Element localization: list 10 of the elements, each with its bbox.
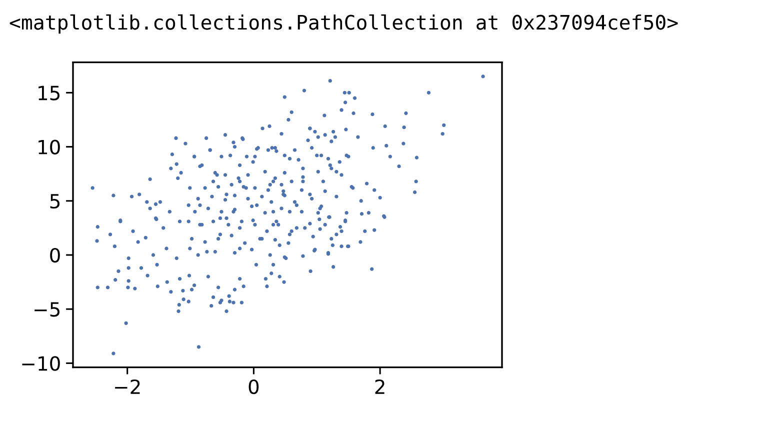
text: <matplotlib.collections.PathCollection at 0x237094cef50>	[10, 14, 678, 34]
y-tick-label: 5	[50, 194, 60, 209]
x-tick-label: 0	[248, 379, 259, 394]
y-tick-label: 15	[38, 86, 60, 100]
x-tick-label: −2	[115, 379, 140, 394]
y-tick-label: 0	[50, 248, 60, 263]
y-tick-label: 10	[38, 140, 60, 154]
y-tick-label: −10	[22, 356, 60, 371]
x-tick-label: 2	[375, 379, 384, 394]
y-tick-label: −5	[34, 302, 60, 317]
